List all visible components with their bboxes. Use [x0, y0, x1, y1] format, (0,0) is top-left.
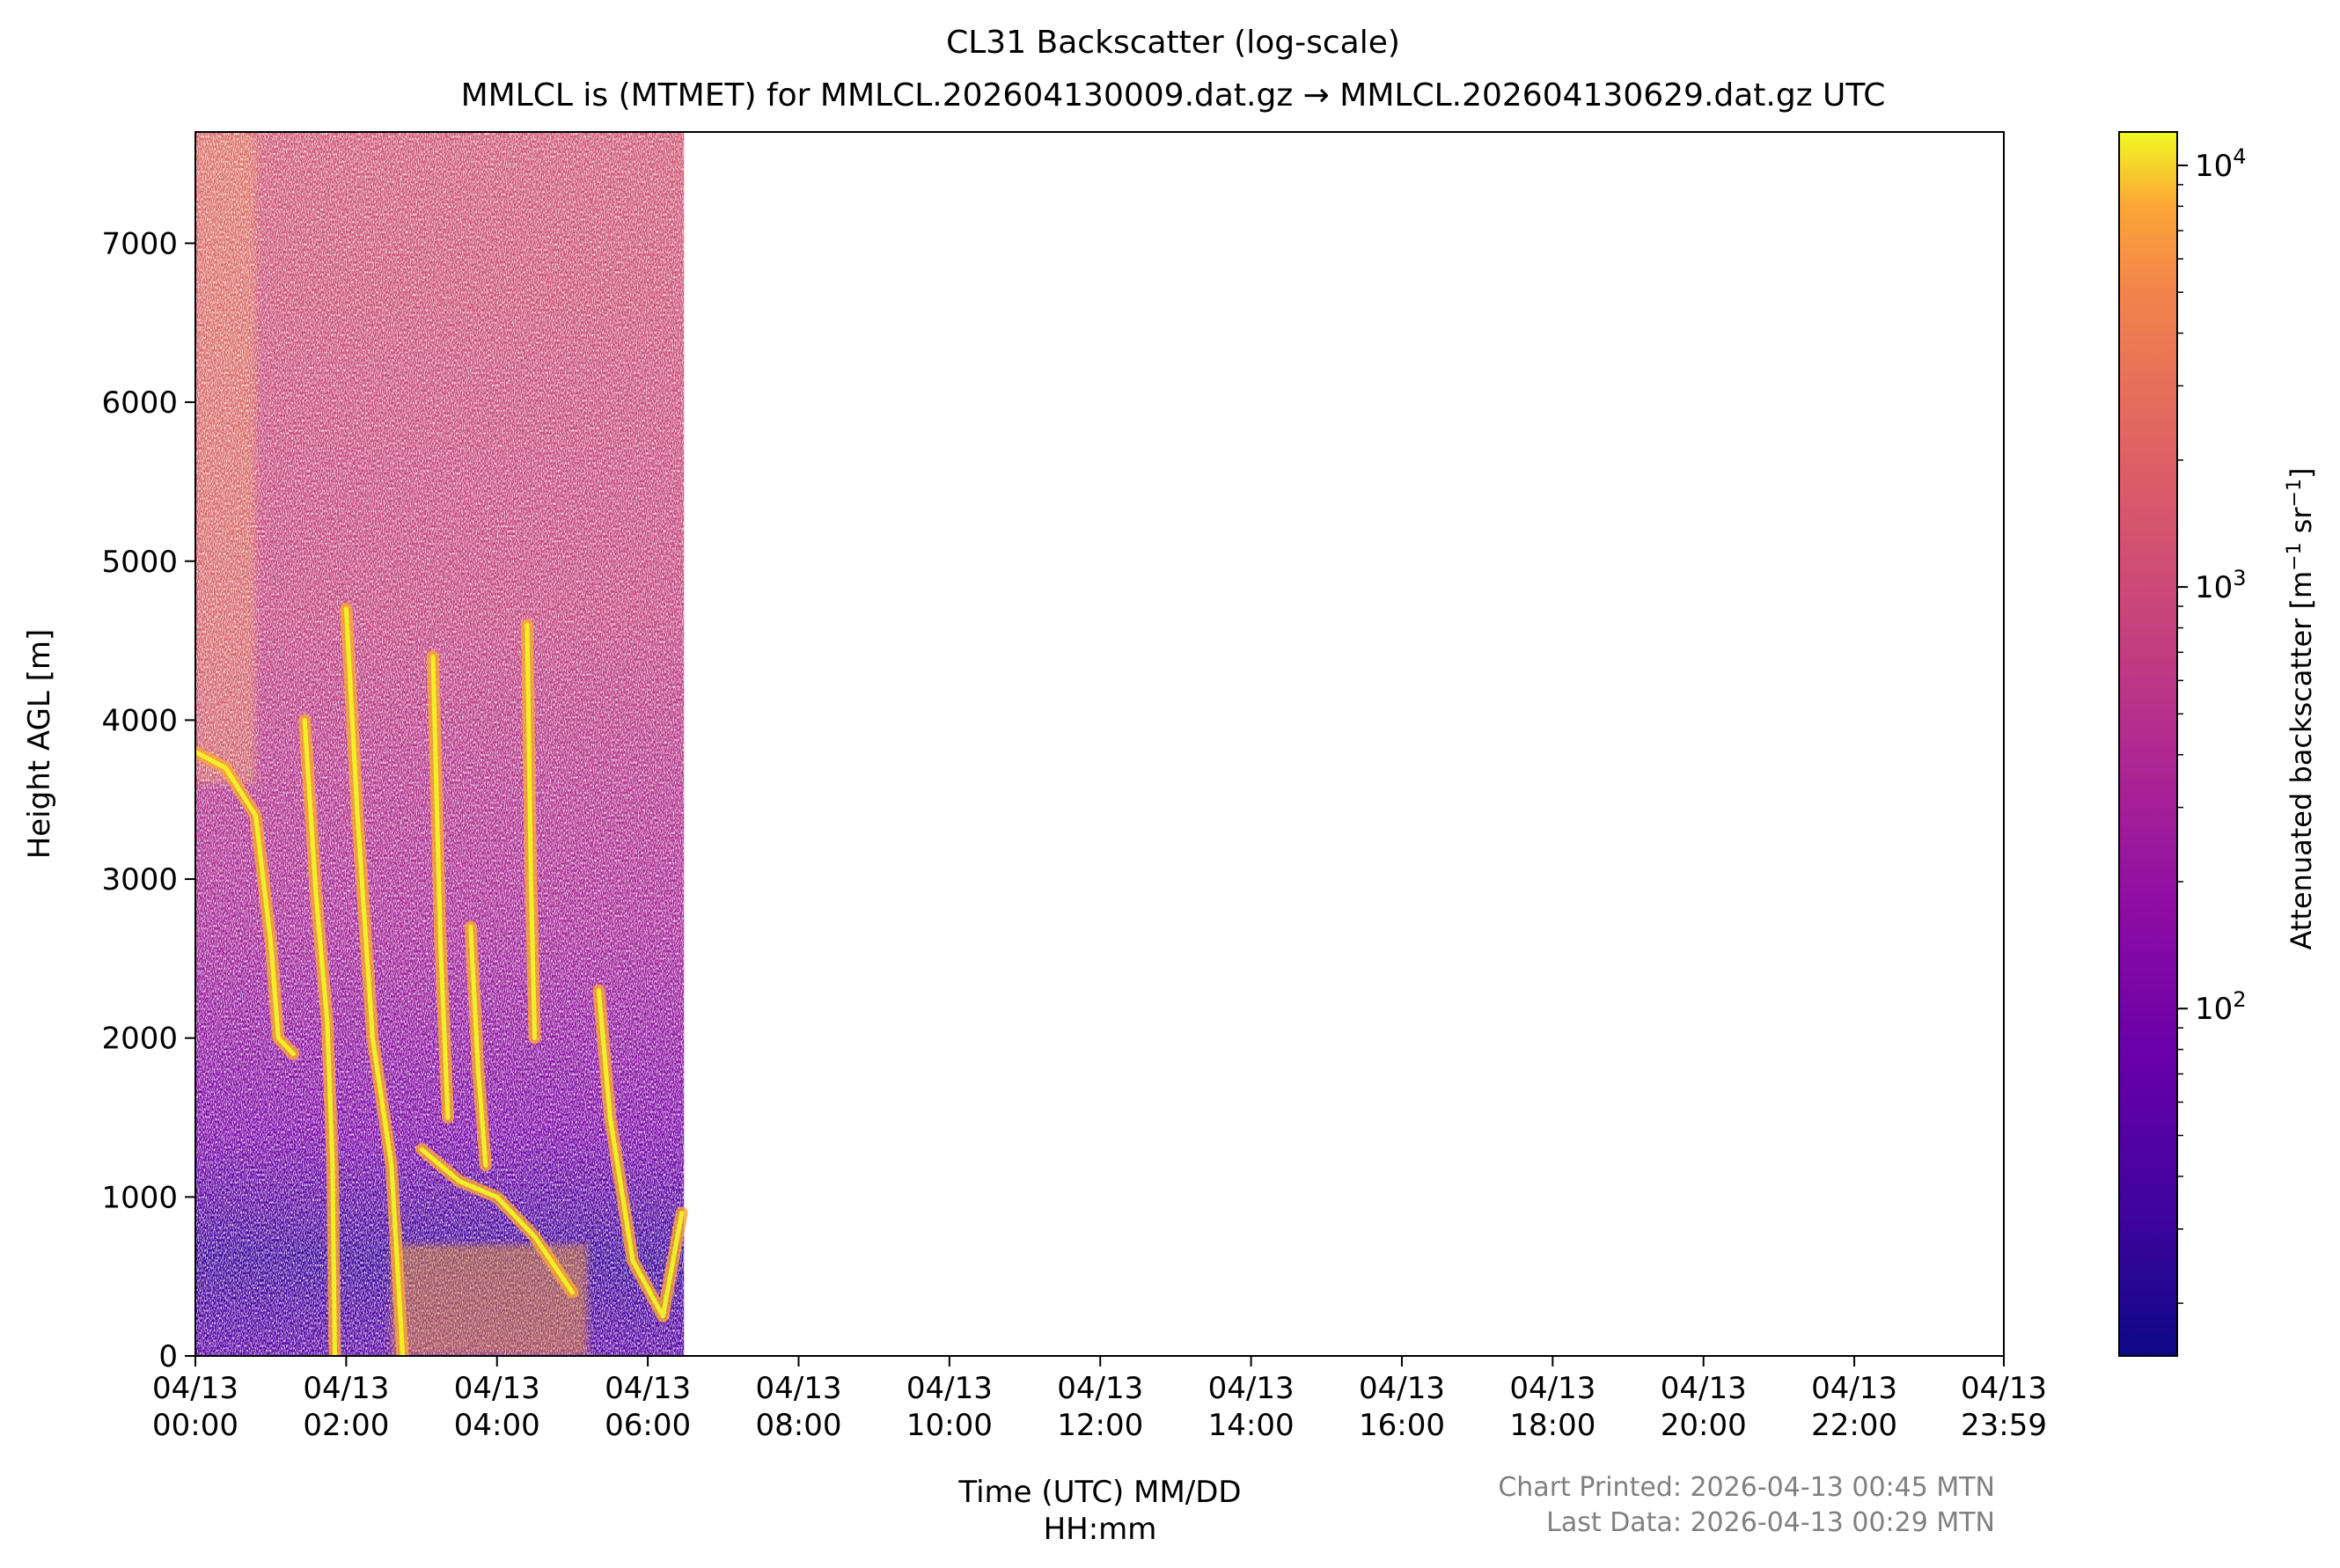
colorbar-label-end: ] [2285, 467, 2318, 478]
y-tick-label: 3000 [101, 862, 178, 898]
colorbar-label-mid: sr [2285, 507, 2318, 543]
x-tick-label-date: 04/13 [605, 1371, 691, 1406]
x-tick-label-time: 08:00 [755, 1408, 841, 1443]
x-axis-label-line2: HH:mm [1044, 1512, 1157, 1547]
y-tick-label: 5000 [101, 545, 178, 580]
colorbar-tick-base: 10 [2195, 570, 2233, 605]
colorbar-label-exp2: −1 [2284, 479, 2306, 507]
x-tick-label-date: 04/13 [1661, 1371, 1747, 1406]
colorbar-tick-base: 10 [2195, 992, 2233, 1027]
y-tick-label: 6000 [101, 385, 178, 421]
x-tick-label-time: 14:00 [1208, 1408, 1295, 1443]
x-tick-label-date: 04/13 [755, 1371, 841, 1406]
cloud-trace-core-4 [195, 750, 296, 1057]
x-tick-label-time: 16:00 [1359, 1408, 1445, 1443]
x-tick-label-time: 02:00 [303, 1408, 389, 1443]
x-axis-label-line1: Time (UTC) MM/DD [957, 1475, 1241, 1510]
colorbar-tick-label: 103 [2195, 566, 2247, 605]
y-tick-label: 2000 [101, 1022, 178, 1057]
x-tick-label-time: 06:00 [605, 1408, 691, 1443]
x-tick-label-time: 23:59 [1961, 1408, 2047, 1443]
x-tick-label-date: 04/13 [1961, 1371, 2047, 1406]
cloud-trace-core-6 [468, 924, 488, 1168]
cloud-trace-core-0 [302, 717, 337, 1356]
cloud-trace-core-5 [430, 654, 451, 1120]
x-tick-label-date: 04/13 [454, 1371, 540, 1406]
colorbar-tick-exp: 4 [2233, 144, 2246, 169]
x-tick-label-date: 04/13 [1811, 1371, 1897, 1406]
y-axis-label: Height AGL [m] [22, 629, 57, 860]
footer-last-data: Last Data: 2026-04-13 00:29 MTN [1546, 1507, 1995, 1538]
colorbar-label-main: Attenuated backscatter [m [2285, 571, 2318, 950]
colorbar-gradient [2119, 132, 2177, 1356]
x-tick-label-time: 20:00 [1661, 1408, 1747, 1443]
x-tick-label-date: 04/13 [906, 1371, 993, 1406]
x-tick-label-time: 22:00 [1811, 1408, 1897, 1443]
cloud-trace-core-3 [596, 988, 685, 1319]
x-tick-label-date: 04/13 [1359, 1371, 1445, 1406]
x-tick-label-time: 00:00 [152, 1408, 238, 1443]
colorbar-tick-label: 102 [2195, 987, 2247, 1027]
chart-title: CL31 Backscatter (log-scale) [946, 25, 1400, 61]
y-tick-label: 4000 [101, 703, 178, 738]
y-tick-label: 1000 [101, 1180, 178, 1215]
cloud-trace-core-1 [343, 606, 406, 1356]
x-axis: 04/1300:0004/1302:0004/1304:0004/1306:00… [152, 1356, 2047, 1443]
x-tick-label-date: 04/13 [1208, 1371, 1295, 1406]
backscatter-heatmap [195, 132, 688, 1356]
x-tick-label-date: 04/13 [152, 1371, 238, 1406]
colorbar-label: Attenuated backscatter [m−1 sr−1] [2284, 467, 2318, 949]
chart-subtitle: MMLCL is (MTMET) for MMLCL.202604130009.… [461, 77, 1886, 114]
colorbar-tick-label: 104 [2195, 144, 2247, 184]
cloud-trace-core-7 [524, 622, 538, 1041]
colorbar-label-exp1: −1 [2284, 542, 2306, 570]
x-tick-label-date: 04/13 [1509, 1371, 1595, 1406]
y-tick-label: 7000 [101, 226, 178, 261]
y-axis: 0 1000 2000 3000 4000 5000 6000 7000 [101, 226, 195, 1374]
colorbar-tick-exp: 2 [2233, 987, 2246, 1012]
colorbar-tick-base: 10 [2195, 149, 2233, 184]
x-tick-label-time: 18:00 [1509, 1408, 1595, 1443]
x-tick-label-time: 12:00 [1057, 1408, 1143, 1443]
x-tick-label-date: 04/13 [1057, 1371, 1143, 1406]
x-tick-label-time: 10:00 [906, 1408, 993, 1443]
y-tick-label: 0 [158, 1339, 178, 1374]
cloud-trace-core-2 [419, 1147, 575, 1295]
x-tick-label-date: 04/13 [303, 1371, 389, 1406]
footer-printed: Chart Printed: 2026-04-13 00:45 MTN [1498, 1472, 1995, 1503]
colorbar-tick-exp: 3 [2233, 566, 2246, 590]
colorbar-frame [2118, 131, 2178, 1357]
x-tick-label-time: 04:00 [454, 1408, 540, 1443]
